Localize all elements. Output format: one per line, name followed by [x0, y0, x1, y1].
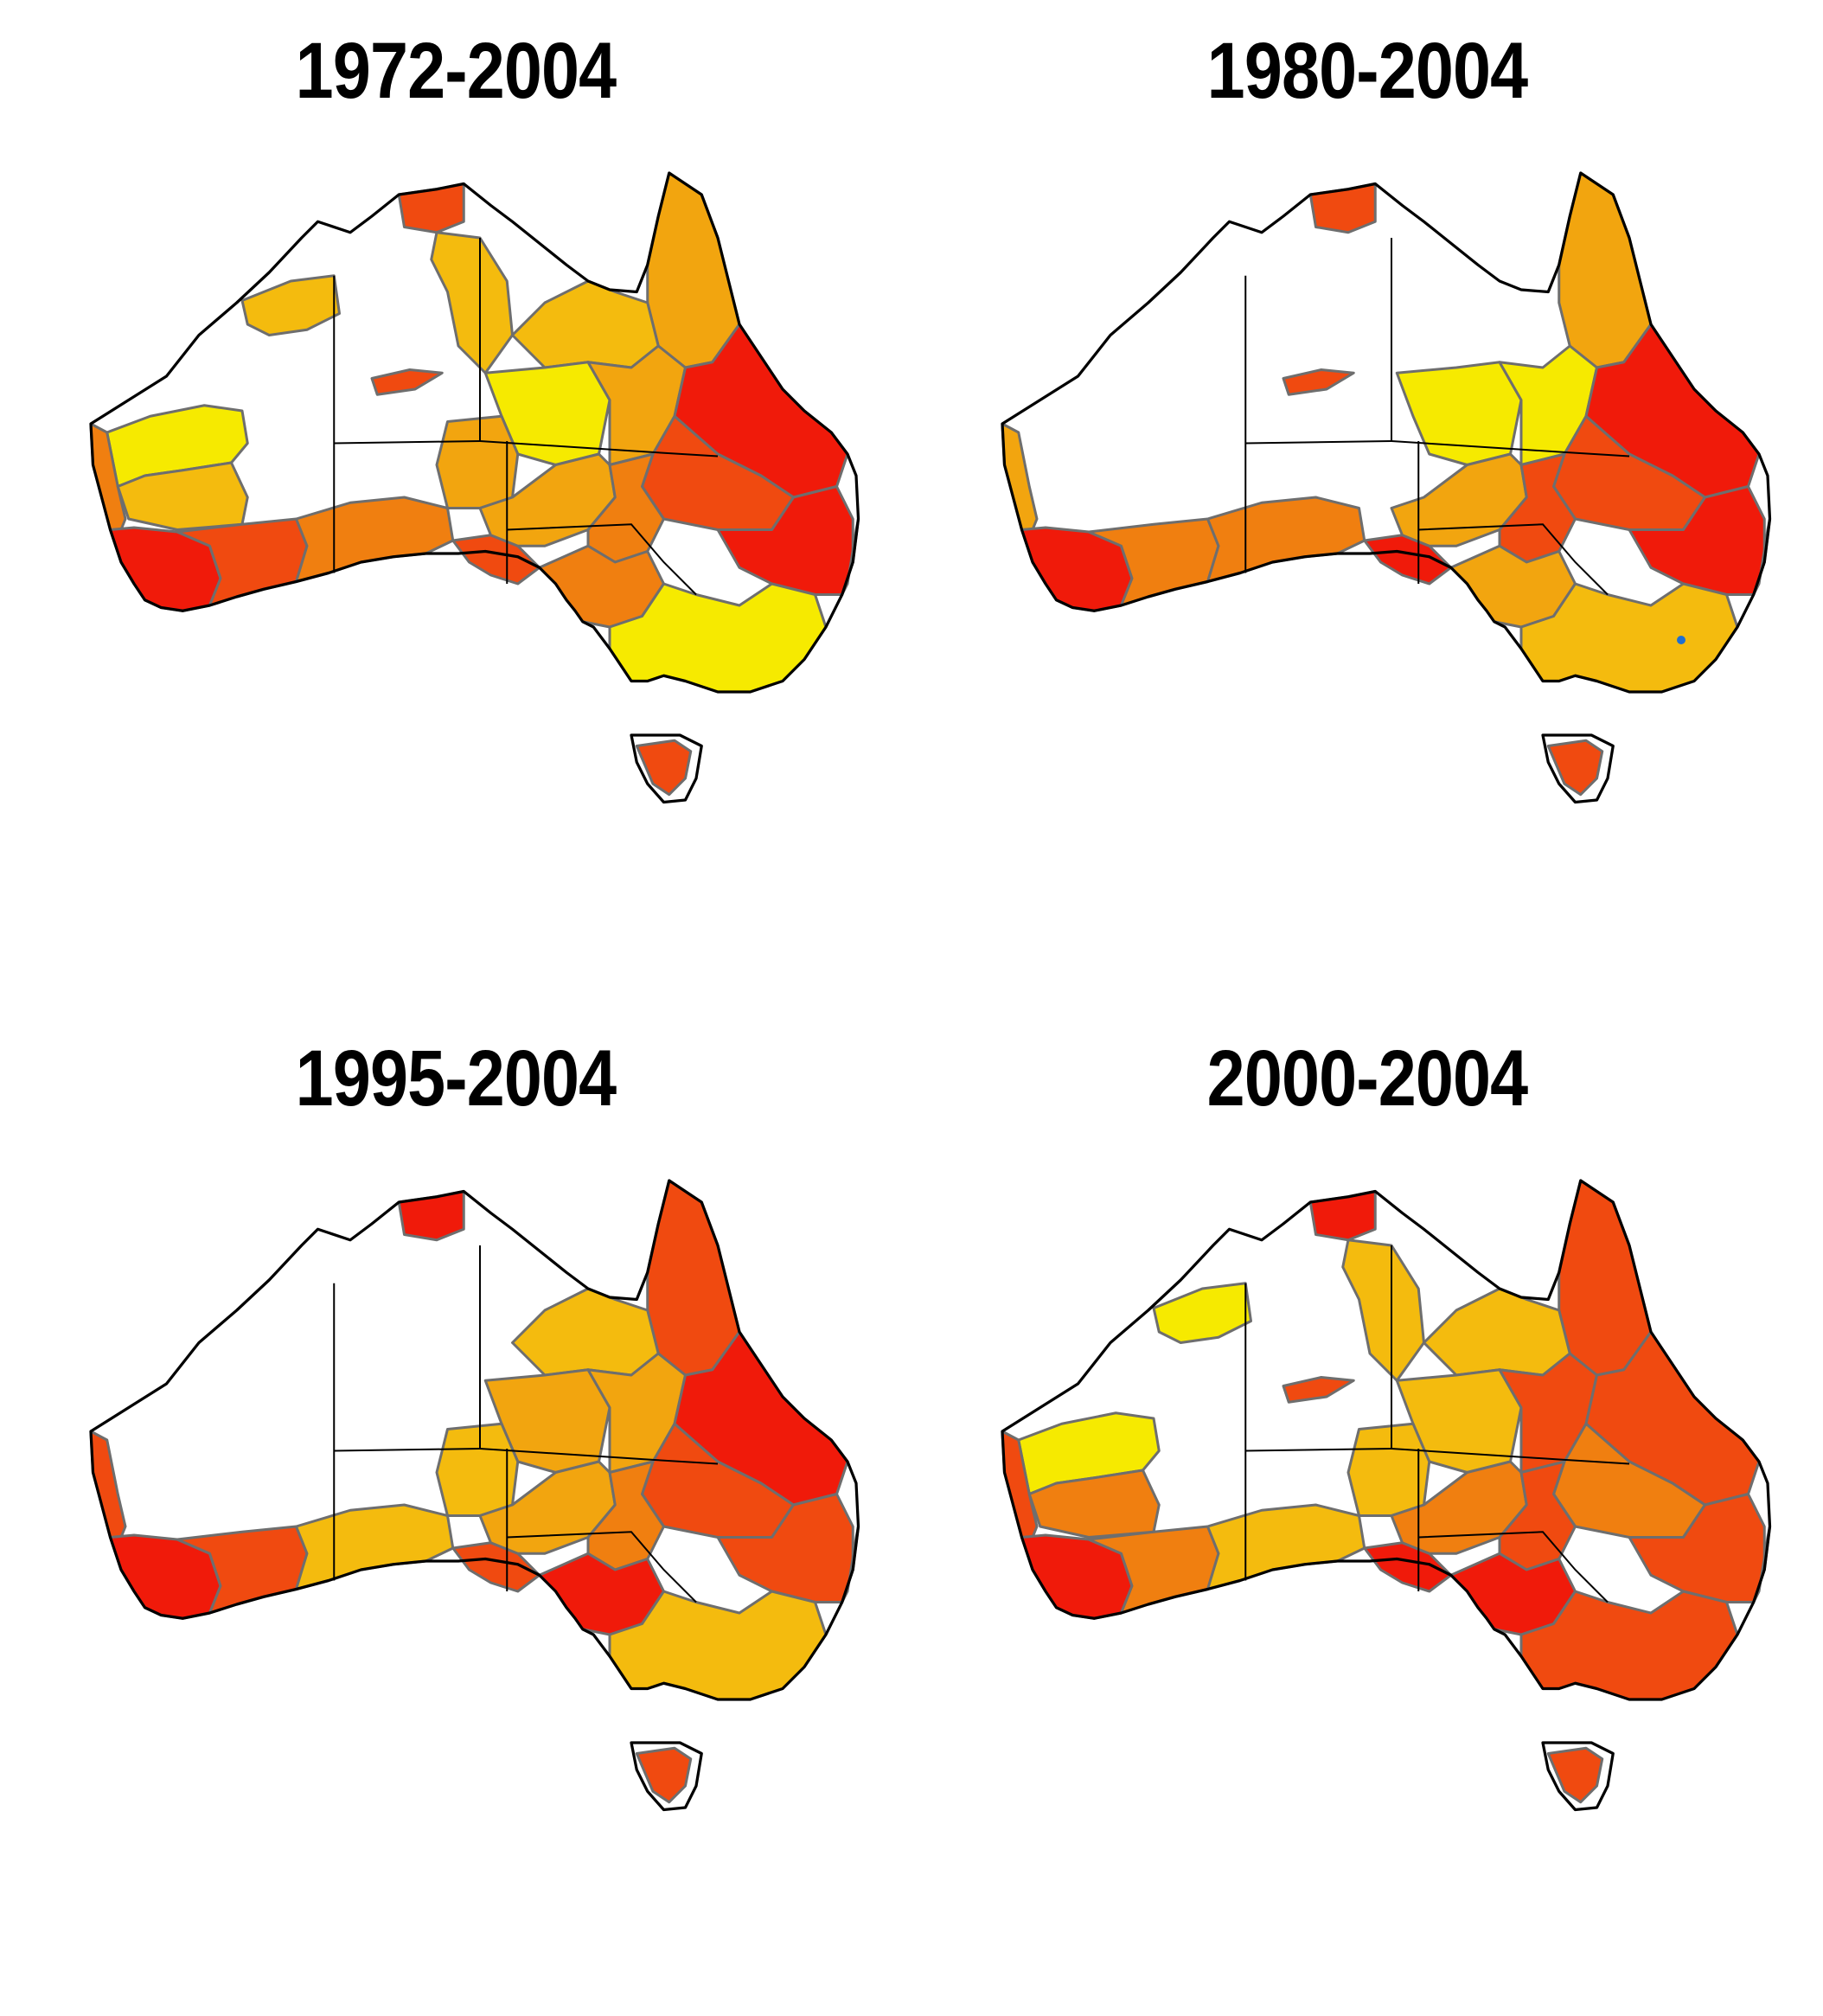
- region-nt-gulf: [1341, 1238, 1425, 1382]
- panel-title: 1980-2004: [1206, 27, 1528, 115]
- region-tasmania: [635, 1746, 693, 1804]
- map-panel-3: 1995-2004: [0, 1008, 912, 2015]
- region-tasmania: [1546, 739, 1604, 797]
- water-body-patch: [1677, 636, 1685, 644]
- tasmania-coastline: [630, 1741, 703, 1812]
- coastline: [89, 1179, 860, 1701]
- state-border: [1391, 1448, 1630, 1465]
- region-tasmania: [1546, 1746, 1604, 1804]
- state-border: [1391, 440, 1630, 458]
- region-kimberley: [240, 274, 341, 336]
- region-sa-nullarbor: [1206, 1503, 1366, 1590]
- state-border: [1245, 440, 1392, 445]
- panel-title: 2000-2004: [1206, 1034, 1528, 1123]
- panel-title: 1972-2004: [295, 27, 617, 115]
- region-nt-central-strip: [370, 368, 444, 396]
- region-nt-central-strip: [1282, 1376, 1355, 1404]
- tasmania-coastline: [630, 733, 703, 804]
- state-border: [1418, 523, 1609, 596]
- state-border: [334, 1448, 481, 1452]
- region-nt-gulf: [430, 231, 514, 374]
- state-border: [507, 1531, 697, 1603]
- region-qld-west: [1395, 361, 1523, 466]
- map-panel-4: 2000-2004: [912, 1008, 1823, 2015]
- region-wa-goldfields: [1027, 1469, 1161, 1539]
- coastline: [1001, 1179, 1772, 1701]
- region-qld-gulf: [511, 279, 660, 369]
- region-sa-north: [1346, 1422, 1431, 1517]
- region-nt-central-strip: [1282, 368, 1355, 396]
- map-panel-1: 1972-2004: [0, 0, 912, 1008]
- australia-map: [1001, 1179, 1772, 1812]
- state-border: [479, 440, 719, 458]
- coastline: [89, 171, 860, 694]
- state-border: [479, 1448, 719, 1465]
- region-sa-north: [435, 1422, 520, 1517]
- region-kimberley: [1152, 1282, 1252, 1344]
- panel-title: 1995-2004: [295, 1034, 617, 1123]
- tasmania-coastline: [1541, 733, 1615, 804]
- region-wa-goldfields: [116, 461, 249, 531]
- map-panel-2: 1980-2004: [912, 0, 1823, 1008]
- australia-map: [89, 1179, 860, 1812]
- region-sa-nullarbor: [295, 1503, 455, 1590]
- region-qld-gulf: [511, 1287, 660, 1377]
- region-qld-gulf: [1423, 1287, 1571, 1377]
- region-sa-north: [435, 414, 520, 509]
- state-border: [334, 440, 481, 445]
- state-border: [1418, 1531, 1609, 1603]
- state-border: [1245, 1448, 1392, 1452]
- region-sa-nullarbor: [295, 496, 455, 583]
- australia-map: [1001, 171, 1772, 804]
- coastline: [1001, 171, 1772, 694]
- tasmania-coastline: [1541, 1741, 1615, 1812]
- state-border: [507, 523, 697, 596]
- region-sa-nullarbor: [1206, 496, 1366, 583]
- region-tasmania: [635, 739, 693, 797]
- australia-map: [89, 171, 860, 804]
